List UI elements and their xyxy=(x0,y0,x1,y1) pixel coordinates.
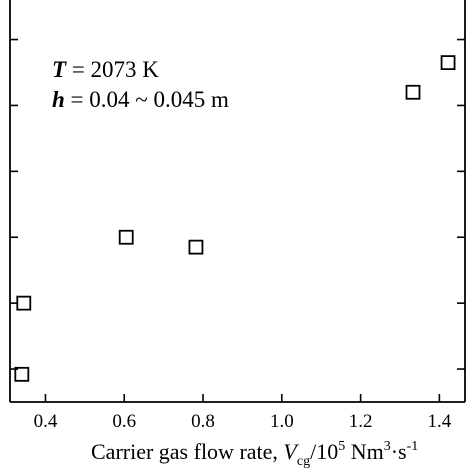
x-tick-label: 1.0 xyxy=(270,411,294,432)
annotation-temperature-var: T xyxy=(52,57,67,82)
x-axis-tick-labels: 0.4 0.6 0.8 1.0 1.2 1.4 xyxy=(34,411,452,432)
annotation-height: h = 0.04 ~ 0.045 m xyxy=(52,87,229,112)
x-axis-ticks xyxy=(44,394,441,402)
x-axis-title: Carrier gas flow rate, Vcg/105 Nm3·s-1 xyxy=(91,439,418,469)
x-axis-title-unit: Nm xyxy=(345,439,384,464)
data-point-square xyxy=(440,55,456,71)
x-axis-title-sub: cg xyxy=(297,454,310,469)
x-tick-label: 0.8 xyxy=(191,411,215,432)
plot-frame xyxy=(9,0,466,403)
y-axis-ticks xyxy=(10,38,465,370)
x-axis-title-tail: ·s xyxy=(391,439,407,464)
annotation-height-text: = 0.04 ~ 0.045 m xyxy=(65,87,229,112)
data-point-square xyxy=(188,239,204,255)
data-point-square xyxy=(14,366,30,382)
x-tick-label: 0.4 xyxy=(34,411,58,432)
x-tick-label: 0.6 xyxy=(112,411,136,432)
x-tick-label: 1.4 xyxy=(428,411,452,432)
x-axis-title-mid: /10 xyxy=(310,439,338,464)
x-axis-title-sup2: 3 xyxy=(384,439,391,454)
x-axis-title-var: V xyxy=(283,439,299,464)
annotation-height-var: h xyxy=(52,87,65,112)
data-point-square xyxy=(118,229,134,245)
x-axis-title-sup1: 5 xyxy=(338,439,345,454)
x-axis-title-sup3: -1 xyxy=(407,439,419,454)
x-tick-label: 1.2 xyxy=(349,411,373,432)
data-point-square xyxy=(16,295,32,311)
data-point-square xyxy=(405,84,421,100)
annotation-temperature-text: = 2073 K xyxy=(66,57,159,82)
data-points xyxy=(14,55,456,382)
x-axis-title-prefix: Carrier gas flow rate, xyxy=(91,439,283,464)
annotation-temperature: T = 2073 K xyxy=(52,57,159,82)
